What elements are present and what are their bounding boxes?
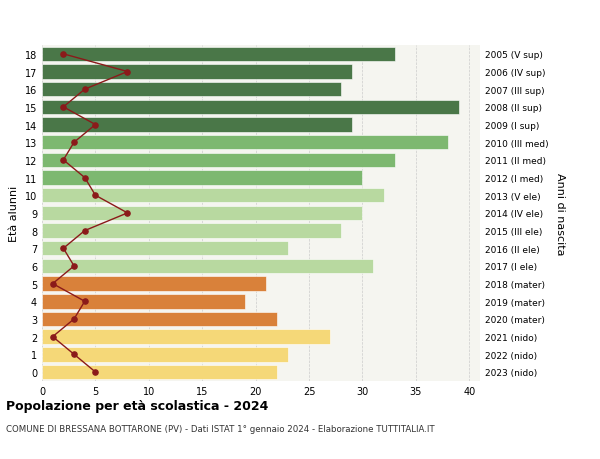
Bar [42, 365, 277, 380]
Bar [42, 65, 352, 79]
Y-axis label: Età alunni: Età alunni [9, 185, 19, 241]
Point [122, 210, 132, 217]
Bar [42, 101, 458, 115]
Point [80, 227, 89, 235]
Bar [42, 241, 288, 256]
Point [80, 174, 89, 182]
Point [59, 245, 68, 252]
Point [122, 69, 132, 76]
Bar [42, 294, 245, 309]
Bar [42, 171, 362, 185]
Bar [42, 153, 395, 168]
Point [59, 104, 68, 111]
Bar [42, 189, 384, 203]
Bar [42, 277, 266, 291]
Bar [42, 83, 341, 97]
Point [80, 298, 89, 305]
Bar [42, 47, 395, 62]
Text: COMUNE DI BRESSANA BOTTARONE (PV) - Dati ISTAT 1° gennaio 2024 - Elaborazione TU: COMUNE DI BRESSANA BOTTARONE (PV) - Dati… [6, 425, 434, 434]
Bar [42, 259, 373, 274]
Point [91, 192, 100, 200]
Y-axis label: Anni di nascita: Anni di nascita [555, 172, 565, 255]
Bar [42, 118, 352, 133]
Point [48, 280, 58, 288]
Bar [42, 312, 277, 326]
Point [91, 369, 100, 376]
Point [69, 351, 79, 358]
Point [59, 157, 68, 164]
Bar [42, 136, 448, 150]
Point [80, 86, 89, 94]
Point [69, 263, 79, 270]
Point [48, 333, 58, 341]
Bar [42, 206, 362, 221]
Bar [42, 347, 288, 362]
Point [69, 139, 79, 146]
Point [91, 122, 100, 129]
Bar [42, 224, 341, 238]
Text: Popolazione per età scolastica - 2024: Popolazione per età scolastica - 2024 [6, 399, 268, 412]
Bar [42, 330, 331, 344]
Point [59, 51, 68, 58]
Point [69, 316, 79, 323]
